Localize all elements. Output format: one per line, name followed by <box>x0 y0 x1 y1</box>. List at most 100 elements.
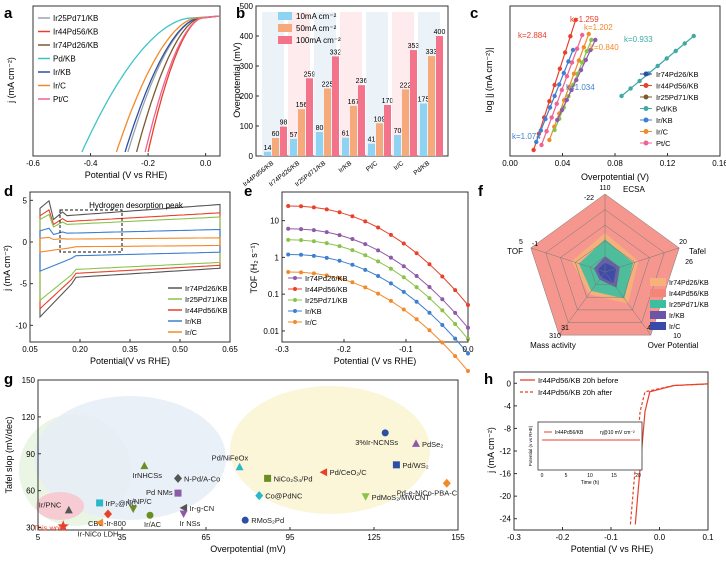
legend-label-e: Ir/C <box>305 318 318 327</box>
point-label-g: Pd/WS₂ <box>402 461 428 470</box>
legend-label-b: 100mA cm⁻² <box>296 36 341 45</box>
panel-d: d Hydrogen desorption peak 0.05 0.20 0.35 0… <box>2 183 238 366</box>
legend-label-e: Ir/KB <box>305 307 322 316</box>
point-c <box>628 86 633 91</box>
radar-axis-value: 310 <box>549 333 561 340</box>
point-c <box>531 147 536 153</box>
cluster-blue <box>34 396 226 520</box>
curve-before <box>634 383 709 525</box>
inset-xticks: 0 5 10 15 20 <box>541 473 641 479</box>
point-label-g: IrNHCSs <box>132 471 162 480</box>
marker-PdMoS2/MWCNT <box>361 493 370 501</box>
radar-spoke <box>530 247 606 273</box>
marker-IrP2@NC <box>96 499 104 507</box>
ytick-h: -24 <box>499 515 511 524</box>
legend-swatch-f <box>650 300 666 308</box>
point-c <box>576 58 582 63</box>
slope-label-c: k=1.202 <box>584 23 613 32</box>
ytick-d: -5 <box>20 280 28 289</box>
panel-label-c: c <box>470 5 478 22</box>
radar-axis-value: -22 <box>584 195 594 202</box>
marker-N-Pd/A-Co <box>174 473 182 483</box>
bar-value: 14 <box>264 145 272 152</box>
point-c <box>593 37 598 43</box>
bar-value: 98 <box>280 120 288 127</box>
ytick-e: 10 <box>270 217 279 226</box>
bar-100mA cm-2 <box>332 56 339 156</box>
panel-label-h: h <box>484 371 493 388</box>
xtick-g: 95 <box>286 533 295 542</box>
point-c <box>655 63 660 69</box>
marker-Ir-NiCo LDH <box>95 518 104 527</box>
tof-curve-e <box>288 205 469 306</box>
inset-note: η@10 mV cm⁻² <box>600 430 635 436</box>
bar-50mA cm-2 <box>402 89 409 156</box>
bar-50mA cm-2 <box>376 123 383 156</box>
radar-axis-value: 10 <box>673 333 681 340</box>
point-label-g: PdMoS₂/MWCNT <box>372 493 431 502</box>
curves-a <box>81 15 221 153</box>
bar-100mA cm-2 <box>384 105 391 156</box>
point-c <box>534 139 539 145</box>
point-c <box>569 87 574 93</box>
ylabel-g: Tafel slop (mV/dec) <box>4 416 14 493</box>
radar-grid <box>530 193 680 336</box>
yticks-h: 0 -4 -8 -12 -16 -20 -24 <box>499 379 517 524</box>
marker-Pd/NiFeOx <box>235 462 244 471</box>
bar-50mA cm-2 <box>324 88 331 156</box>
legend-label-f: Ir44Pd56/KB <box>669 291 709 298</box>
inset-xtick: 0 <box>541 473 544 479</box>
marker-Ir/AC <box>146 511 154 519</box>
point-c <box>557 66 563 71</box>
xtick-g: 35 <box>118 533 127 542</box>
yticks-d: 5 0 -5 -10 <box>15 196 33 330</box>
panel-a: a -0.6 -0.4 -0.2 0.0 Potential (V vs RHE) j… <box>4 5 221 180</box>
point-label-g: RMoS₂Pd <box>251 516 284 525</box>
legend-label-a: Pt/C <box>53 95 69 104</box>
inset-frame <box>537 421 643 471</box>
marker-Pd/CeO2/C <box>319 468 328 477</box>
inset-h: Ir44Pd56/KB η@10 mV cm⁻² 0 5 10 15 20 Time (… <box>528 421 643 486</box>
marker-PdSe2 <box>412 439 420 447</box>
slope-label-c: k=0.840 <box>590 43 619 52</box>
point-c <box>664 56 669 61</box>
cv-loop-d <box>39 209 221 310</box>
point-c <box>566 84 572 90</box>
bar-value: 222 <box>400 82 412 89</box>
curves-e <box>286 203 470 374</box>
ytick-b: 0 <box>249 152 254 161</box>
inset-xtick: 10 <box>587 473 593 479</box>
category-b: Pt/C <box>365 160 380 173</box>
slope-label-c: k=0.933 <box>624 35 653 44</box>
point-c <box>552 127 557 133</box>
bar-value: 353 <box>408 43 420 50</box>
radar-f: ECSA Tafel Over Potential Mass activity TOF 1… <box>507 185 706 350</box>
bar-100mA cm-2 <box>436 36 443 156</box>
point-label-g: CBC-Ir-800 <box>88 519 126 528</box>
bar-10mA cm-2 <box>394 135 401 156</box>
point-c <box>581 45 587 50</box>
point-c <box>571 71 577 76</box>
legend-c: Ir74Pd26/KB Ir44Pd56/KB Ir25Pd71/KB Pd/KB Ir… <box>640 70 699 148</box>
bar-value: 167 <box>348 99 360 106</box>
xtick-e: 0.0 <box>462 345 474 354</box>
plot-frame-a <box>32 5 221 157</box>
ytick-b: 300 <box>240 62 254 71</box>
xlabel-h: Potential (V vs RHE) <box>571 544 654 554</box>
cv-loop-d <box>39 236 221 253</box>
bar-10mA cm-2 <box>368 143 375 156</box>
radar-spoke <box>558 271 606 336</box>
radar-grid <box>545 209 665 323</box>
bar-value: 57 <box>290 132 298 139</box>
point-c <box>547 99 552 104</box>
tof-curve-e <box>288 271 469 372</box>
point-c <box>562 50 568 55</box>
ytick-d: -10 <box>15 321 27 330</box>
marker-Pd/WS2 <box>392 461 400 469</box>
radar-spoke <box>604 271 652 336</box>
slope-label-c: k=1.259 <box>570 15 599 24</box>
legend-label-c: Ir25Pd71/KB <box>656 93 699 102</box>
